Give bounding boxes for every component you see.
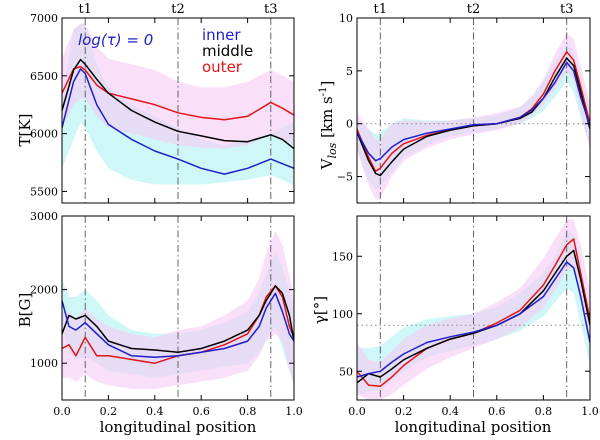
inner-series-line	[357, 61, 590, 162]
axes-frame	[356, 215, 591, 401]
y-tick-label: 5500	[30, 185, 58, 198]
x-tick-label: 0.0	[53, 405, 71, 418]
axes-frame	[61, 17, 295, 204]
magnetic-field-panel: 1000 2000 3000 0.0 0.2 0.4 0.6 0.8 1.0	[30, 210, 303, 418]
y-tick-label: 150	[332, 250, 353, 263]
x-tick-label: 0.6	[192, 405, 210, 418]
velocity-panel: −5 0 5 10 t1 t2 t3	[337, 2, 591, 204]
time-mark-label-t3: t3	[264, 2, 278, 17]
legend-middle: middle	[202, 42, 253, 60]
x-axis-label-left: longitudinal position	[100, 418, 257, 436]
plot-area	[62, 18, 294, 203]
y-tick-label: 0	[346, 118, 353, 131]
x-tick-label: 0.8	[239, 405, 257, 418]
y-tick-label: −5	[337, 171, 353, 184]
y-tick-label: 6500	[30, 70, 58, 83]
time-mark-label-t1: t1	[374, 2, 388, 17]
legend-title: log(τ) = 0	[78, 31, 153, 49]
y-tick-label: 6000	[30, 128, 58, 141]
inner-series-line	[62, 292, 294, 359]
middle-series-line	[62, 285, 294, 353]
y-tick-label: 3000	[30, 210, 58, 223]
plot-area	[62, 216, 294, 400]
x-tick-label: 0.2	[100, 405, 118, 418]
time-mark-label-t1: t1	[78, 2, 92, 17]
y-axis-label-inclination: γ[°]	[311, 296, 329, 324]
x-tick-label: 0.4	[146, 405, 164, 418]
y-tick-label: 5	[346, 65, 353, 78]
plot-area	[357, 216, 590, 400]
temperature-panel: 5500 6000 6500 7000 t1 t2 t3	[30, 2, 295, 204]
y-tick-label: 2000	[30, 284, 58, 297]
inner-series-line	[357, 261, 590, 378]
legend-outer: outer	[202, 58, 243, 76]
outer-band	[62, 230, 294, 389]
y-tick-label: 100	[332, 308, 353, 321]
outer-series-line	[62, 65, 294, 121]
axes-frame	[61, 215, 295, 401]
y-tick-label: 1000	[30, 357, 58, 370]
y-axis-label-field: B[G]	[16, 293, 34, 328]
x-tick-label: 0.4	[441, 405, 459, 418]
x-tick-label: 0.8	[535, 405, 553, 418]
time-mark-label-t2: t2	[171, 2, 185, 17]
time-mark-label-t3: t3	[560, 2, 574, 17]
inclination-panel: 50 100 150 0.0 0.2 0.4 0.6 0.8 1.0	[332, 215, 599, 418]
x-tick-label: 0.2	[395, 405, 413, 418]
x-tick-label: 1.0	[285, 405, 303, 418]
middle-series-line	[62, 58, 294, 150]
x-tick-label: 0.0	[348, 405, 366, 418]
y-tick-label: 7000	[30, 12, 58, 25]
time-mark-label-t2: t2	[467, 2, 481, 17]
x-axis-label-right: longitudinal position	[395, 418, 552, 436]
x-tick-label: 0.6	[488, 405, 506, 418]
plot-area	[357, 18, 590, 203]
inner-series-line	[62, 68, 294, 175]
y-axis-label-velocity: Vlos [km s-1]	[318, 81, 339, 171]
axes-frame	[356, 17, 591, 204]
legend-inner: inner	[202, 26, 241, 44]
y-tick-label: 10	[339, 12, 353, 25]
x-tick-label: 1.0	[581, 405, 599, 418]
y-axis-label-temperature: T[K]	[16, 114, 34, 147]
y-tick-label: 50	[339, 365, 353, 378]
